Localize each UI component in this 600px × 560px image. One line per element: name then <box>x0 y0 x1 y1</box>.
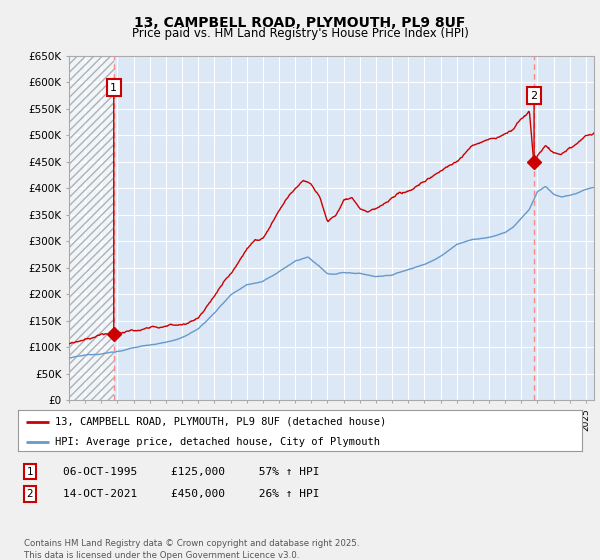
Text: 14-OCT-2021     £450,000     26% ↑ HPI: 14-OCT-2021 £450,000 26% ↑ HPI <box>63 489 320 499</box>
Text: 1: 1 <box>110 83 117 93</box>
Text: 2: 2 <box>530 91 538 101</box>
Bar <box>69 56 114 400</box>
Text: Price paid vs. HM Land Registry's House Price Index (HPI): Price paid vs. HM Land Registry's House … <box>131 27 469 40</box>
Text: 1: 1 <box>26 466 34 477</box>
Bar <box>69 56 114 400</box>
Text: 13, CAMPBELL ROAD, PLYMOUTH, PL9 8UF: 13, CAMPBELL ROAD, PLYMOUTH, PL9 8UF <box>134 16 466 30</box>
Text: 06-OCT-1995     £125,000     57% ↑ HPI: 06-OCT-1995 £125,000 57% ↑ HPI <box>63 466 320 477</box>
Text: HPI: Average price, detached house, City of Plymouth: HPI: Average price, detached house, City… <box>55 437 380 447</box>
Text: 2: 2 <box>26 489 34 499</box>
Text: Contains HM Land Registry data © Crown copyright and database right 2025.
This d: Contains HM Land Registry data © Crown c… <box>24 539 359 559</box>
Text: 13, CAMPBELL ROAD, PLYMOUTH, PL9 8UF (detached house): 13, CAMPBELL ROAD, PLYMOUTH, PL9 8UF (de… <box>55 417 386 427</box>
